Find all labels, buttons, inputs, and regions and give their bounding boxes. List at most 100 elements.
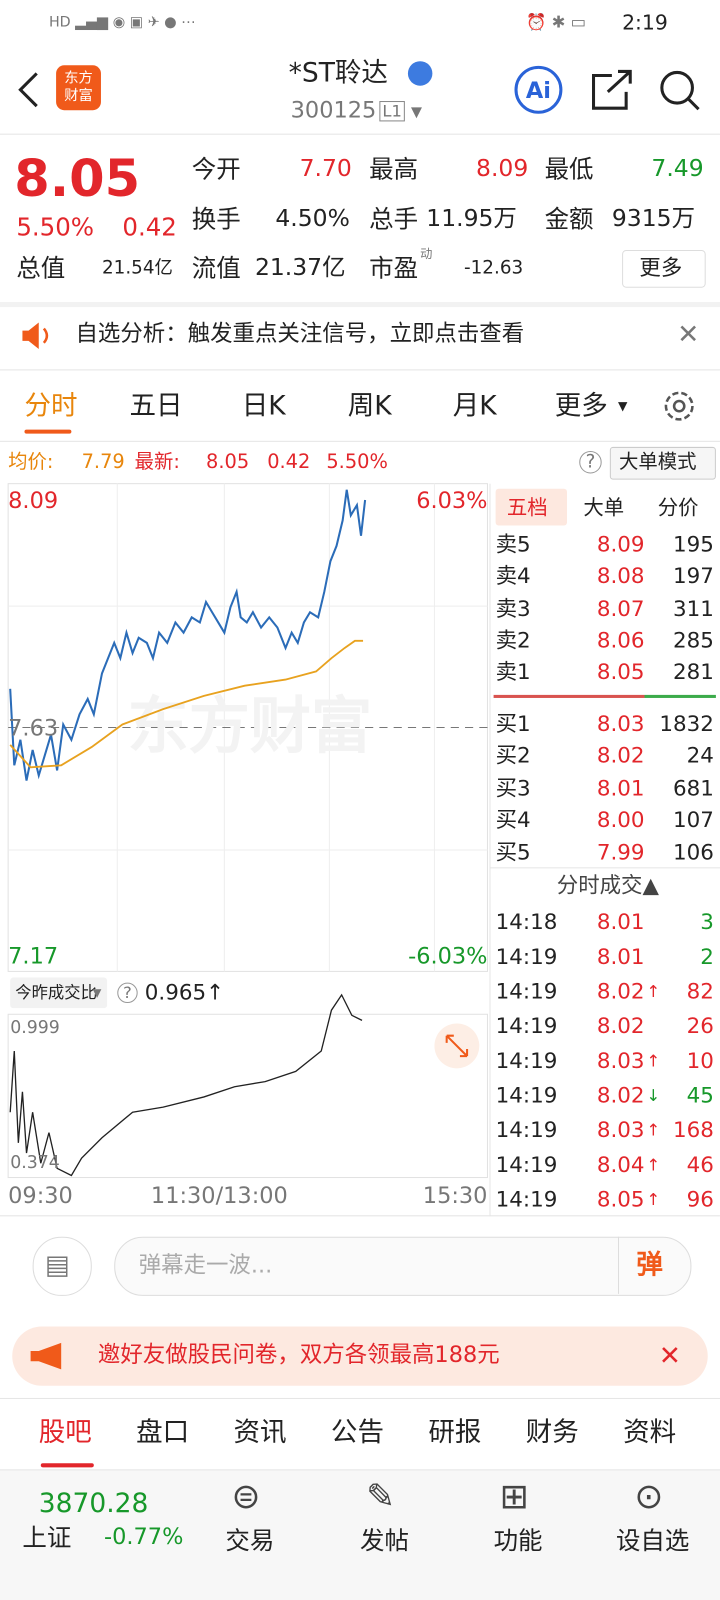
- book-label: 卖1: [495, 659, 531, 685]
- book-tab[interactable]: 五档: [506, 494, 548, 520]
- book-tab[interactable]: 大单: [583, 494, 625, 520]
- nav-item[interactable]: 发帖: [359, 1526, 409, 1556]
- comment-input[interactable]: [114, 1236, 692, 1296]
- bottom-tab[interactable]: 研报: [428, 1417, 482, 1448]
- trade-volume: 3: [700, 909, 714, 935]
- field-value: 7.70: [299, 155, 352, 183]
- ratio-low: 0.374: [10, 1152, 60, 1173]
- book-price: 8.00: [596, 807, 645, 833]
- book-volume: 195: [672, 532, 714, 557]
- comment-icon[interactable]: [32, 1236, 92, 1296]
- mode-label: 大单模式: [619, 450, 697, 473]
- status-right-icons: ⏰ ✱ ▭: [526, 12, 587, 32]
- field-value: 9315万: [611, 205, 696, 233]
- index-name: 上证: [22, 1523, 72, 1553]
- more-button[interactable]: [622, 249, 706, 288]
- divider: [489, 867, 720, 869]
- trade-price: 8.01: [596, 944, 645, 969]
- tab[interactable]: 分时: [24, 390, 78, 422]
- bottom-tab[interactable]: 资讯: [233, 1417, 287, 1448]
- separator: [0, 302, 720, 308]
- settings-icon[interactable]: [661, 388, 698, 425]
- field-label: 换手: [191, 205, 241, 234]
- nav-item[interactable]: 交易: [225, 1526, 275, 1556]
- trade-arrow: ↑: [646, 1051, 661, 1071]
- nav-icon: ⊜: [231, 1476, 261, 1518]
- high-label: 8.09: [8, 488, 59, 515]
- trade-price: 8.04: [596, 1152, 645, 1178]
- notice[interactable]: 自选分析：触发重点关注信号，立即点击查看: [75, 321, 525, 347]
- field-label: 金额: [544, 205, 594, 234]
- book-tab[interactable]: 分价: [657, 494, 699, 520]
- watermark: 东方财富: [128, 691, 373, 762]
- tab[interactable]: 更多: [554, 390, 608, 422]
- ratio-select[interactable]: [10, 977, 108, 1009]
- help-icon[interactable]: ?: [117, 982, 138, 1004]
- field-label: 市盈: [369, 254, 419, 283]
- index-change: -0.77%: [104, 1524, 184, 1550]
- field-label: 最高: [369, 155, 419, 184]
- trade-arrow: ↓: [646, 1085, 661, 1106]
- field-label: 总手: [369, 205, 419, 234]
- field-label: 总值: [16, 254, 66, 283]
- field-label: 流值: [191, 254, 241, 283]
- trade-time: 14:19: [495, 1117, 558, 1143]
- field-value: 21.54亿: [101, 257, 173, 279]
- book-price: 8.01: [596, 776, 645, 801]
- trade-volume: 46: [686, 1152, 714, 1178]
- field-value: 11.95万: [426, 205, 517, 233]
- time-label: 11:30/13:00: [150, 1183, 288, 1210]
- tab-active: [495, 488, 568, 526]
- book-volume: 24: [686, 743, 714, 768]
- trade-price: 8.02: [596, 1083, 645, 1108]
- trade-volume: 2: [700, 944, 714, 969]
- ratio-label: 今昨成交比: [15, 982, 97, 1003]
- speaker-icon: [22, 322, 49, 349]
- promo-icon: [30, 1342, 62, 1370]
- back-button[interactable]: [14, 69, 45, 110]
- avg-label: 均价:: [8, 450, 54, 473]
- bottom-tab[interactable]: 盘口: [136, 1417, 190, 1448]
- nav-item[interactable]: 功能: [493, 1526, 543, 1556]
- divider: [0, 133, 720, 135]
- bottom-tab[interactable]: 财务: [525, 1417, 579, 1448]
- tab-dropdown: ▼: [617, 398, 628, 414]
- bottom-tab[interactable]: 资料: [623, 1417, 677, 1448]
- trade-volume: 26: [686, 1013, 714, 1039]
- tab[interactable]: 月K: [452, 390, 497, 422]
- time-label: 15:30: [422, 1183, 488, 1210]
- book-label: 卖3: [495, 596, 531, 621]
- trade-volume: 10: [686, 1048, 714, 1073]
- tab[interactable]: 五日: [129, 390, 183, 422]
- close-notice[interactable]: ✕: [677, 319, 700, 350]
- promo-banner[interactable]: [12, 1326, 708, 1386]
- divider: [617, 1236, 620, 1294]
- tab[interactable]: 日K: [241, 390, 286, 422]
- book-price: 8.02: [596, 743, 645, 768]
- index-value: 3870.28: [38, 1488, 149, 1520]
- change: 0.42: [122, 213, 177, 242]
- trade-price: 8.03: [596, 1117, 645, 1143]
- nav-bar: [0, 1469, 720, 1600]
- help-icon[interactable]: ?: [579, 451, 602, 474]
- trade-time: 14:19: [495, 1083, 558, 1108]
- book-label: 买4: [495, 807, 531, 833]
- dropdown[interactable]: ▼: [410, 104, 422, 121]
- comment-icon-glyph: ▤: [44, 1249, 70, 1281]
- tab[interactable]: 周K: [347, 390, 392, 422]
- danmu-button[interactable]: 弹: [636, 1249, 663, 1281]
- book-label: 买5: [495, 840, 531, 865]
- mode-button[interactable]: [609, 446, 716, 480]
- field-value: 8.09: [476, 155, 529, 183]
- trade-time: 14:19: [495, 1013, 558, 1039]
- logo: [56, 65, 101, 111]
- trade-volume: 96: [686, 1187, 714, 1212]
- bottom-tab[interactable]: 股吧: [38, 1417, 92, 1448]
- nav-item[interactable]: 设自选: [615, 1526, 690, 1556]
- book-price: 8.09: [596, 532, 645, 557]
- high-pct: 6.03%: [416, 488, 488, 515]
- trade-price: 8.05: [596, 1187, 645, 1212]
- book-price: 8.08: [596, 563, 645, 589]
- bottom-tab[interactable]: 公告: [330, 1417, 384, 1448]
- promo-close[interactable]: ✕: [658, 1340, 682, 1372]
